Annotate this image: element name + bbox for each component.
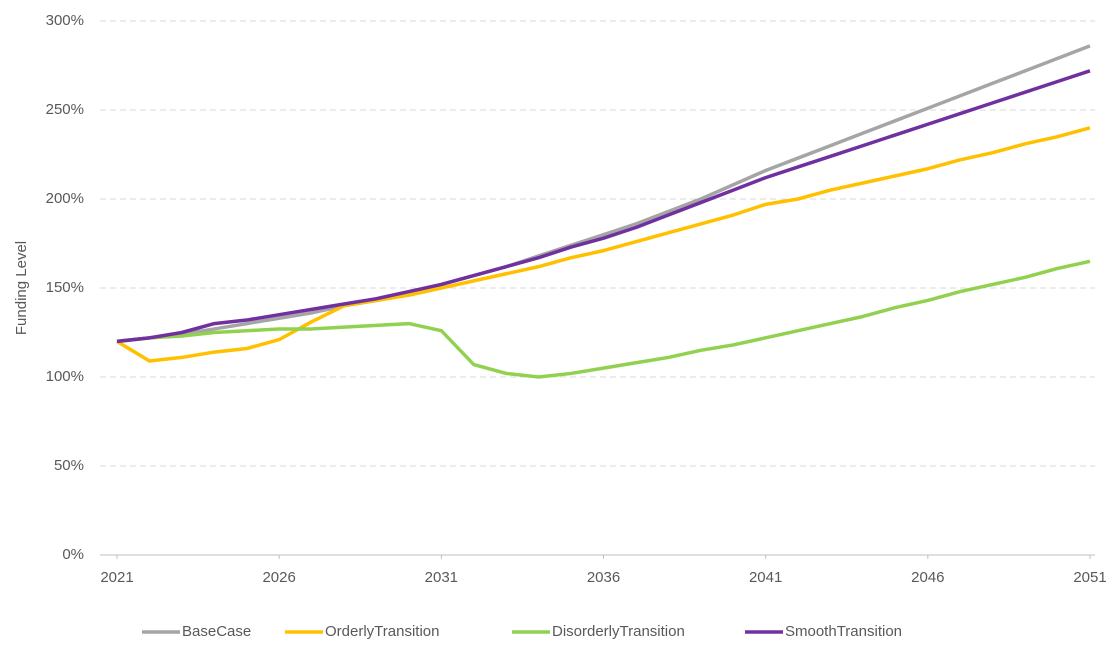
series-line [116,259,1091,379]
x-tick-label: 2051 [1073,569,1106,586]
y-tick-label: 150% [46,279,84,296]
y-tick-label: 50% [54,457,84,474]
y-tick-label: 250% [46,101,84,118]
x-tick-label: 2036 [587,569,620,586]
x-tick-label: 2021 [100,569,133,586]
y-tick-label: 0% [62,546,84,563]
x-tick-label: 2046 [911,569,944,586]
x-tick-label: 2026 [262,569,295,586]
y-tick-label: 100% [46,368,84,385]
x-tick-label: 2031 [425,569,458,586]
x-tick-label: 2041 [749,569,782,586]
series-line [116,44,1091,344]
y-tick-label: 300% [46,12,84,29]
y-axis-label: Funding Level [13,241,30,335]
y-tick-label: 200% [46,190,84,207]
series-line [116,126,1091,363]
series-line [116,69,1091,344]
legend-label: BaseCase [182,623,251,640]
legend-label: DisorderlyTransition [552,623,685,640]
legend-label: OrderlyTransition [325,623,439,640]
legend-label: SmoothTransition [785,623,902,640]
